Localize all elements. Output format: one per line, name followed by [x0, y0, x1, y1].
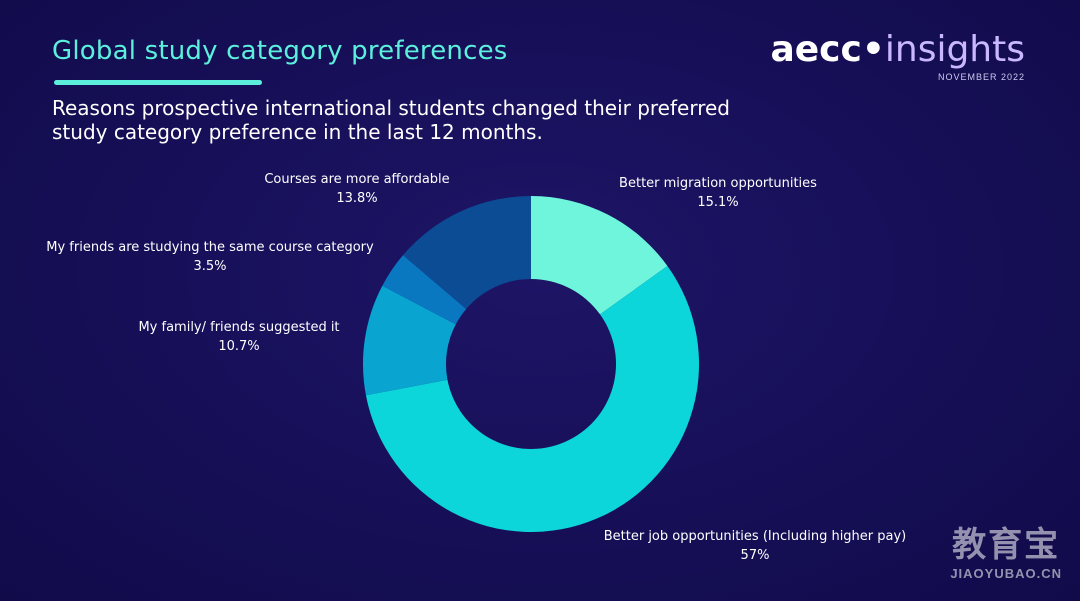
brand-name: aecc•insights [770, 30, 1025, 70]
watermark: 教育宝 JIAOYUBAO.CN [950, 517, 1062, 581]
donut-slice-0 [531, 196, 668, 315]
watermark-cn: 教育宝 [952, 525, 1061, 565]
donut-slice-3 [382, 255, 467, 325]
slice-label-migration: Better migration opportunities 15.1% [619, 176, 817, 210]
title-underline [54, 80, 262, 85]
watermark-en: JIAOYUBAO.CN [950, 566, 1062, 581]
brand-name-part1: aecc [770, 29, 862, 70]
donut-slice-1 [365, 265, 699, 532]
slice-label-job-opportunities: Better job opportunities (Including high… [603, 529, 907, 563]
brand-name-part2: insights [884, 29, 1025, 70]
slice-label-courses-affordable: Courses are more affordable 13.8% [264, 172, 450, 206]
donut-slice-2 [362, 285, 456, 396]
brand-logo: aecc•insights NOVEMBER 2022 [770, 30, 1025, 83]
slice-label-family-suggested: My family/ friends suggested it 10.7% [138, 320, 340, 354]
chart-title: Global study category preferences [52, 36, 508, 66]
brand-dot-icon: • [861, 29, 885, 70]
brand-date: NOVEMBER 2022 [937, 72, 1025, 82]
slice-label-friends-studying: My friends are studying the same course … [46, 240, 374, 274]
donut-slices [362, 196, 699, 532]
donut-slice-4 [403, 196, 531, 309]
chart-subtitle: Reasons prospective international studen… [52, 96, 730, 144]
